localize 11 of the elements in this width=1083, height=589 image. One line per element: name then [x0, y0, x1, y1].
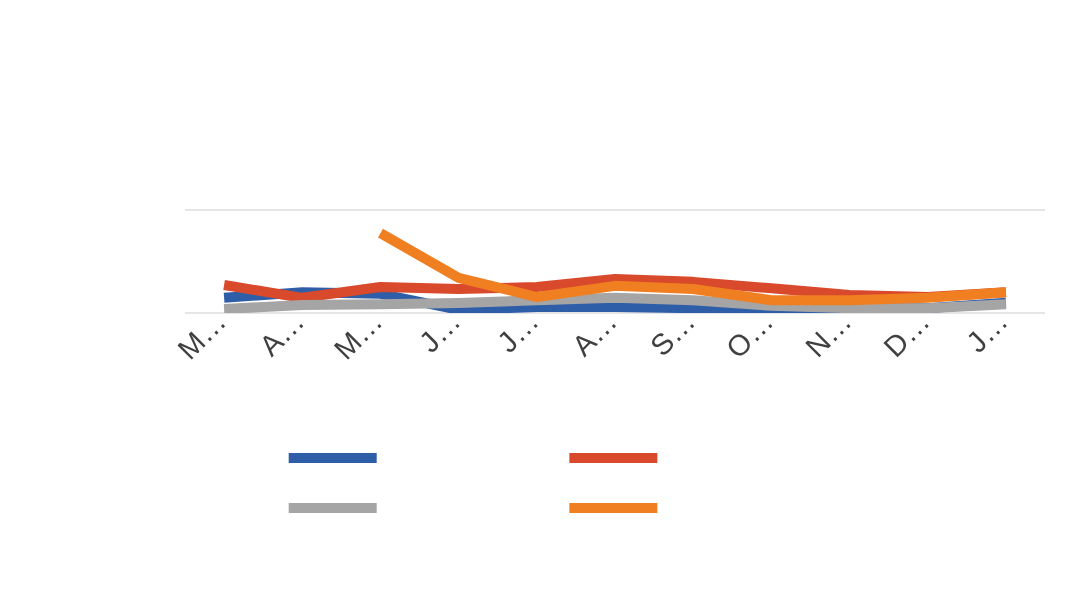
x-tick-label: J…	[968, 323, 1007, 352]
x-tick-label: S…	[652, 324, 695, 355]
x-tick-label: N…	[805, 324, 851, 358]
x-tick-label: M…	[177, 324, 226, 360]
x-tick-label: A…	[263, 324, 304, 358]
x-tick-label: J…	[499, 323, 538, 352]
x-tick-label: M…	[333, 324, 382, 360]
x-tick-label: A…	[575, 324, 617, 358]
x-tick-label: D…	[883, 324, 929, 358]
x-tick-label: O…	[728, 324, 773, 356]
x-tick-label: J…	[421, 323, 460, 352]
